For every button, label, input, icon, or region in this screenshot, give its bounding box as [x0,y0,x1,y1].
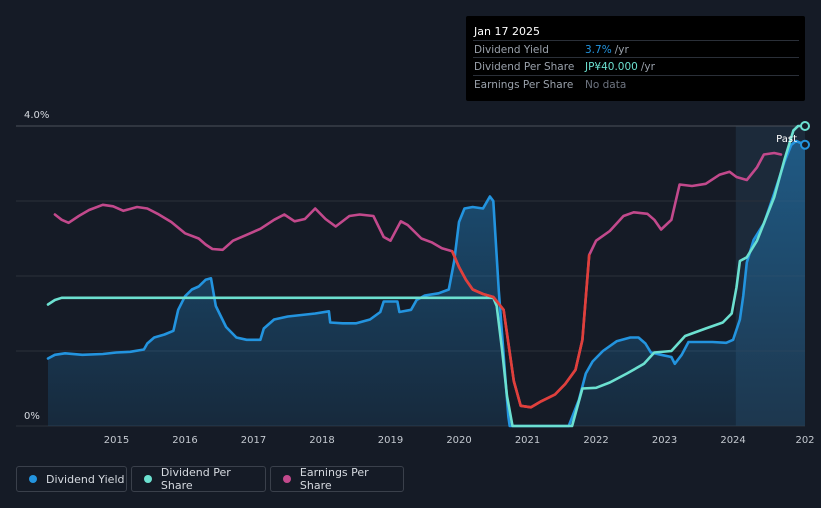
tooltip-row-earnings-per-share: Earnings Per Share No data [473,75,799,93]
tooltip-label: Dividend Per Share [474,61,575,73]
tooltip-label: Dividend Yield [474,44,549,56]
dividend-yield-area [48,141,805,426]
tooltip-value: JP¥40.000/yr [585,61,655,73]
past-label: Past [776,134,797,145]
tooltip-row-dividend-yield: Dividend Yield 3.7%/yr [473,40,799,58]
legend-label: Dividend Yield [46,472,125,486]
tooltip-value: 3.7%/yr [585,44,629,56]
x-tick-label: 2018 [309,435,334,446]
x-tick-label: 2020 [446,435,471,446]
legend-dot-icon [283,475,291,483]
x-tick-label: 2024 [720,435,745,446]
dividend-per-share-end-marker [800,121,810,131]
x-tick-label: 202 [795,435,814,446]
earnings-per-share-decline-line [450,250,591,409]
x-tick-label: 2019 [378,435,403,446]
x-tick-label: 2022 [583,435,608,446]
x-tick-label: 2021 [515,435,540,446]
y-tick-label: 0% [24,411,40,422]
x-tick-label: 2023 [652,435,677,446]
legend-earnings-per-share[interactable]: Earnings Per Share [270,466,404,492]
legend-dot-icon [29,475,37,483]
legend-dividend-yield[interactable]: Dividend Yield [16,466,127,492]
tooltip-label: Earnings Per Share [474,79,574,91]
legend-label: Dividend Per Share [160,466,231,492]
x-tick-label: 2015 [104,435,129,446]
dividend-yield-line [46,139,807,428]
x-tick-label: 2017 [241,435,266,446]
tooltip-row-dividend-per-share: Dividend Per Share JP¥40.000/yr [473,57,799,75]
dividend-yield-end-marker [800,139,810,150]
earnings-per-share-line [53,151,783,409]
legend-dividend-per-share[interactable]: Dividend Per Share [131,466,266,492]
dividend-per-share-line [46,124,807,428]
legend-label: Earnings Per Share [299,466,369,492]
tooltip-date: Jan 17 2025 [474,25,540,38]
tooltip-value: No data [585,79,627,91]
legend-dot-icon [144,475,152,483]
tooltip: Jan 17 2025 Dividend Yield 3.7%/yr Divid… [466,16,805,101]
y-tick-label: 4.0% [24,110,49,121]
x-tick-label: 2016 [172,435,197,446]
